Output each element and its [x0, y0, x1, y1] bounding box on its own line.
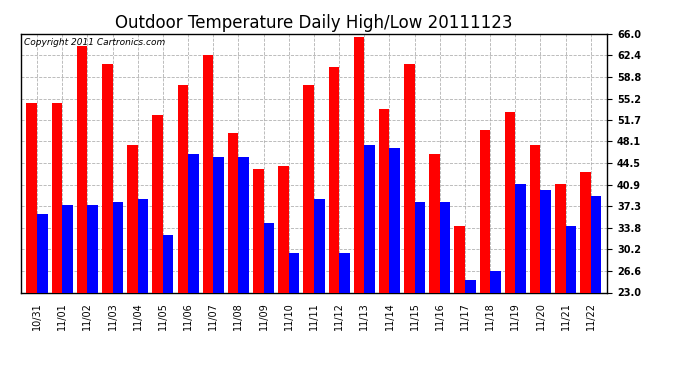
- Bar: [289, 254, 299, 292]
- Bar: [455, 226, 465, 292]
- Bar: [37, 214, 48, 292]
- Bar: [364, 145, 375, 292]
- Bar: [429, 154, 440, 292]
- Bar: [102, 64, 112, 292]
- Bar: [239, 157, 249, 292]
- Bar: [440, 202, 451, 292]
- Bar: [138, 199, 148, 292]
- Title: Outdoor Temperature Daily High/Low 20111123: Outdoor Temperature Daily High/Low 20111…: [115, 14, 513, 32]
- Bar: [530, 145, 540, 292]
- Bar: [188, 154, 199, 292]
- Bar: [88, 205, 98, 292]
- Bar: [415, 202, 425, 292]
- Bar: [505, 112, 515, 292]
- Bar: [490, 272, 501, 292]
- Bar: [314, 199, 324, 292]
- Bar: [555, 184, 566, 292]
- Bar: [339, 254, 350, 292]
- Bar: [77, 46, 88, 292]
- Bar: [213, 157, 224, 292]
- Bar: [112, 202, 123, 292]
- Bar: [62, 205, 73, 292]
- Bar: [404, 64, 415, 292]
- Bar: [203, 55, 213, 292]
- Bar: [591, 196, 602, 292]
- Bar: [515, 184, 526, 292]
- Text: Copyright 2011 Cartronics.com: Copyright 2011 Cartronics.com: [23, 38, 165, 46]
- Bar: [328, 67, 339, 292]
- Bar: [264, 223, 274, 292]
- Bar: [228, 133, 239, 292]
- Bar: [253, 169, 264, 292]
- Bar: [480, 130, 490, 292]
- Bar: [465, 280, 475, 292]
- Bar: [163, 236, 173, 292]
- Bar: [52, 103, 62, 292]
- Bar: [540, 190, 551, 292]
- Bar: [389, 148, 400, 292]
- Bar: [177, 85, 188, 292]
- Bar: [152, 115, 163, 292]
- Bar: [354, 37, 364, 292]
- Bar: [566, 226, 576, 292]
- Bar: [26, 103, 37, 292]
- Bar: [379, 109, 389, 292]
- Bar: [304, 85, 314, 292]
- Bar: [278, 166, 289, 292]
- Bar: [580, 172, 591, 292]
- Bar: [127, 145, 138, 292]
